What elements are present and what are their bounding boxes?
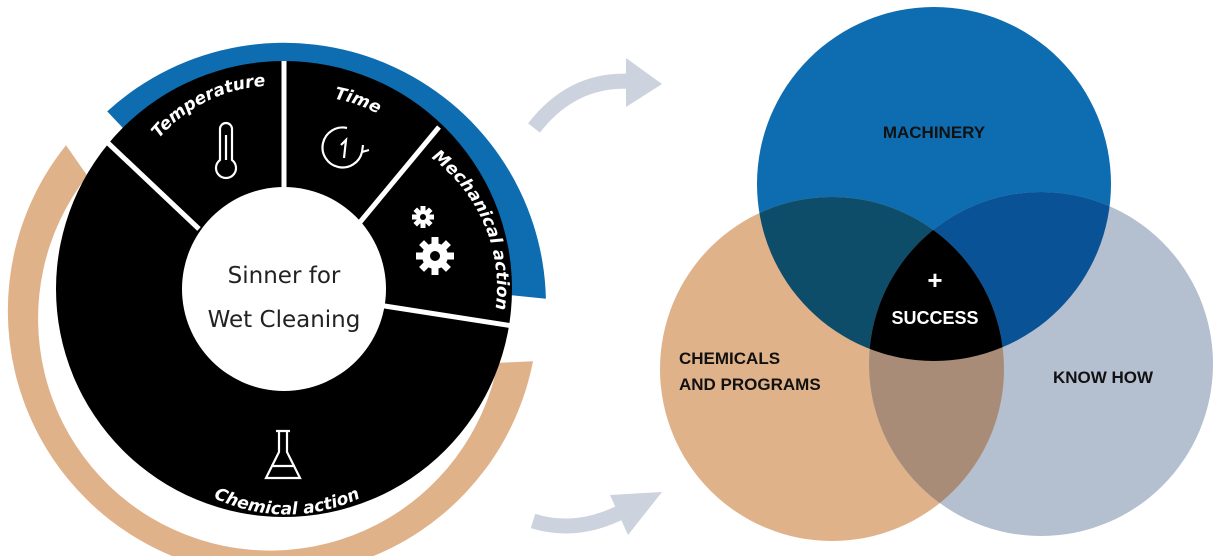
venn-label-chemicals-line1: CHEMICALS (679, 349, 780, 368)
clock-icon (321, 126, 370, 169)
tan-outer-arc (7, 145, 533, 556)
venn-label-machinery: MACHINERY (883, 123, 986, 142)
blue-outer-arc (107, 42, 546, 299)
wheel-dividers (106, 61, 514, 329)
venn-center-success: SUCCESS (891, 308, 978, 328)
venn-label-knowhow: KNOW HOW (1053, 368, 1154, 387)
flask-icon (264, 429, 302, 480)
arrow-upper (528, 58, 662, 133)
arrow-lower (530, 492, 662, 535)
wheel-center-line2: Wet Cleaning (208, 307, 361, 333)
venn-label-chemicals-line2: AND PROGRAMS (679, 375, 821, 394)
wheel-center (182, 187, 386, 391)
gears-icon (412, 206, 454, 275)
venn-center-plus: + (927, 265, 942, 295)
venn-diagram (660, 7, 1213, 541)
thermometer-icon (214, 121, 238, 180)
wheel-center-line1: Sinner for (228, 263, 341, 289)
overlap-center (869, 197, 1004, 361)
